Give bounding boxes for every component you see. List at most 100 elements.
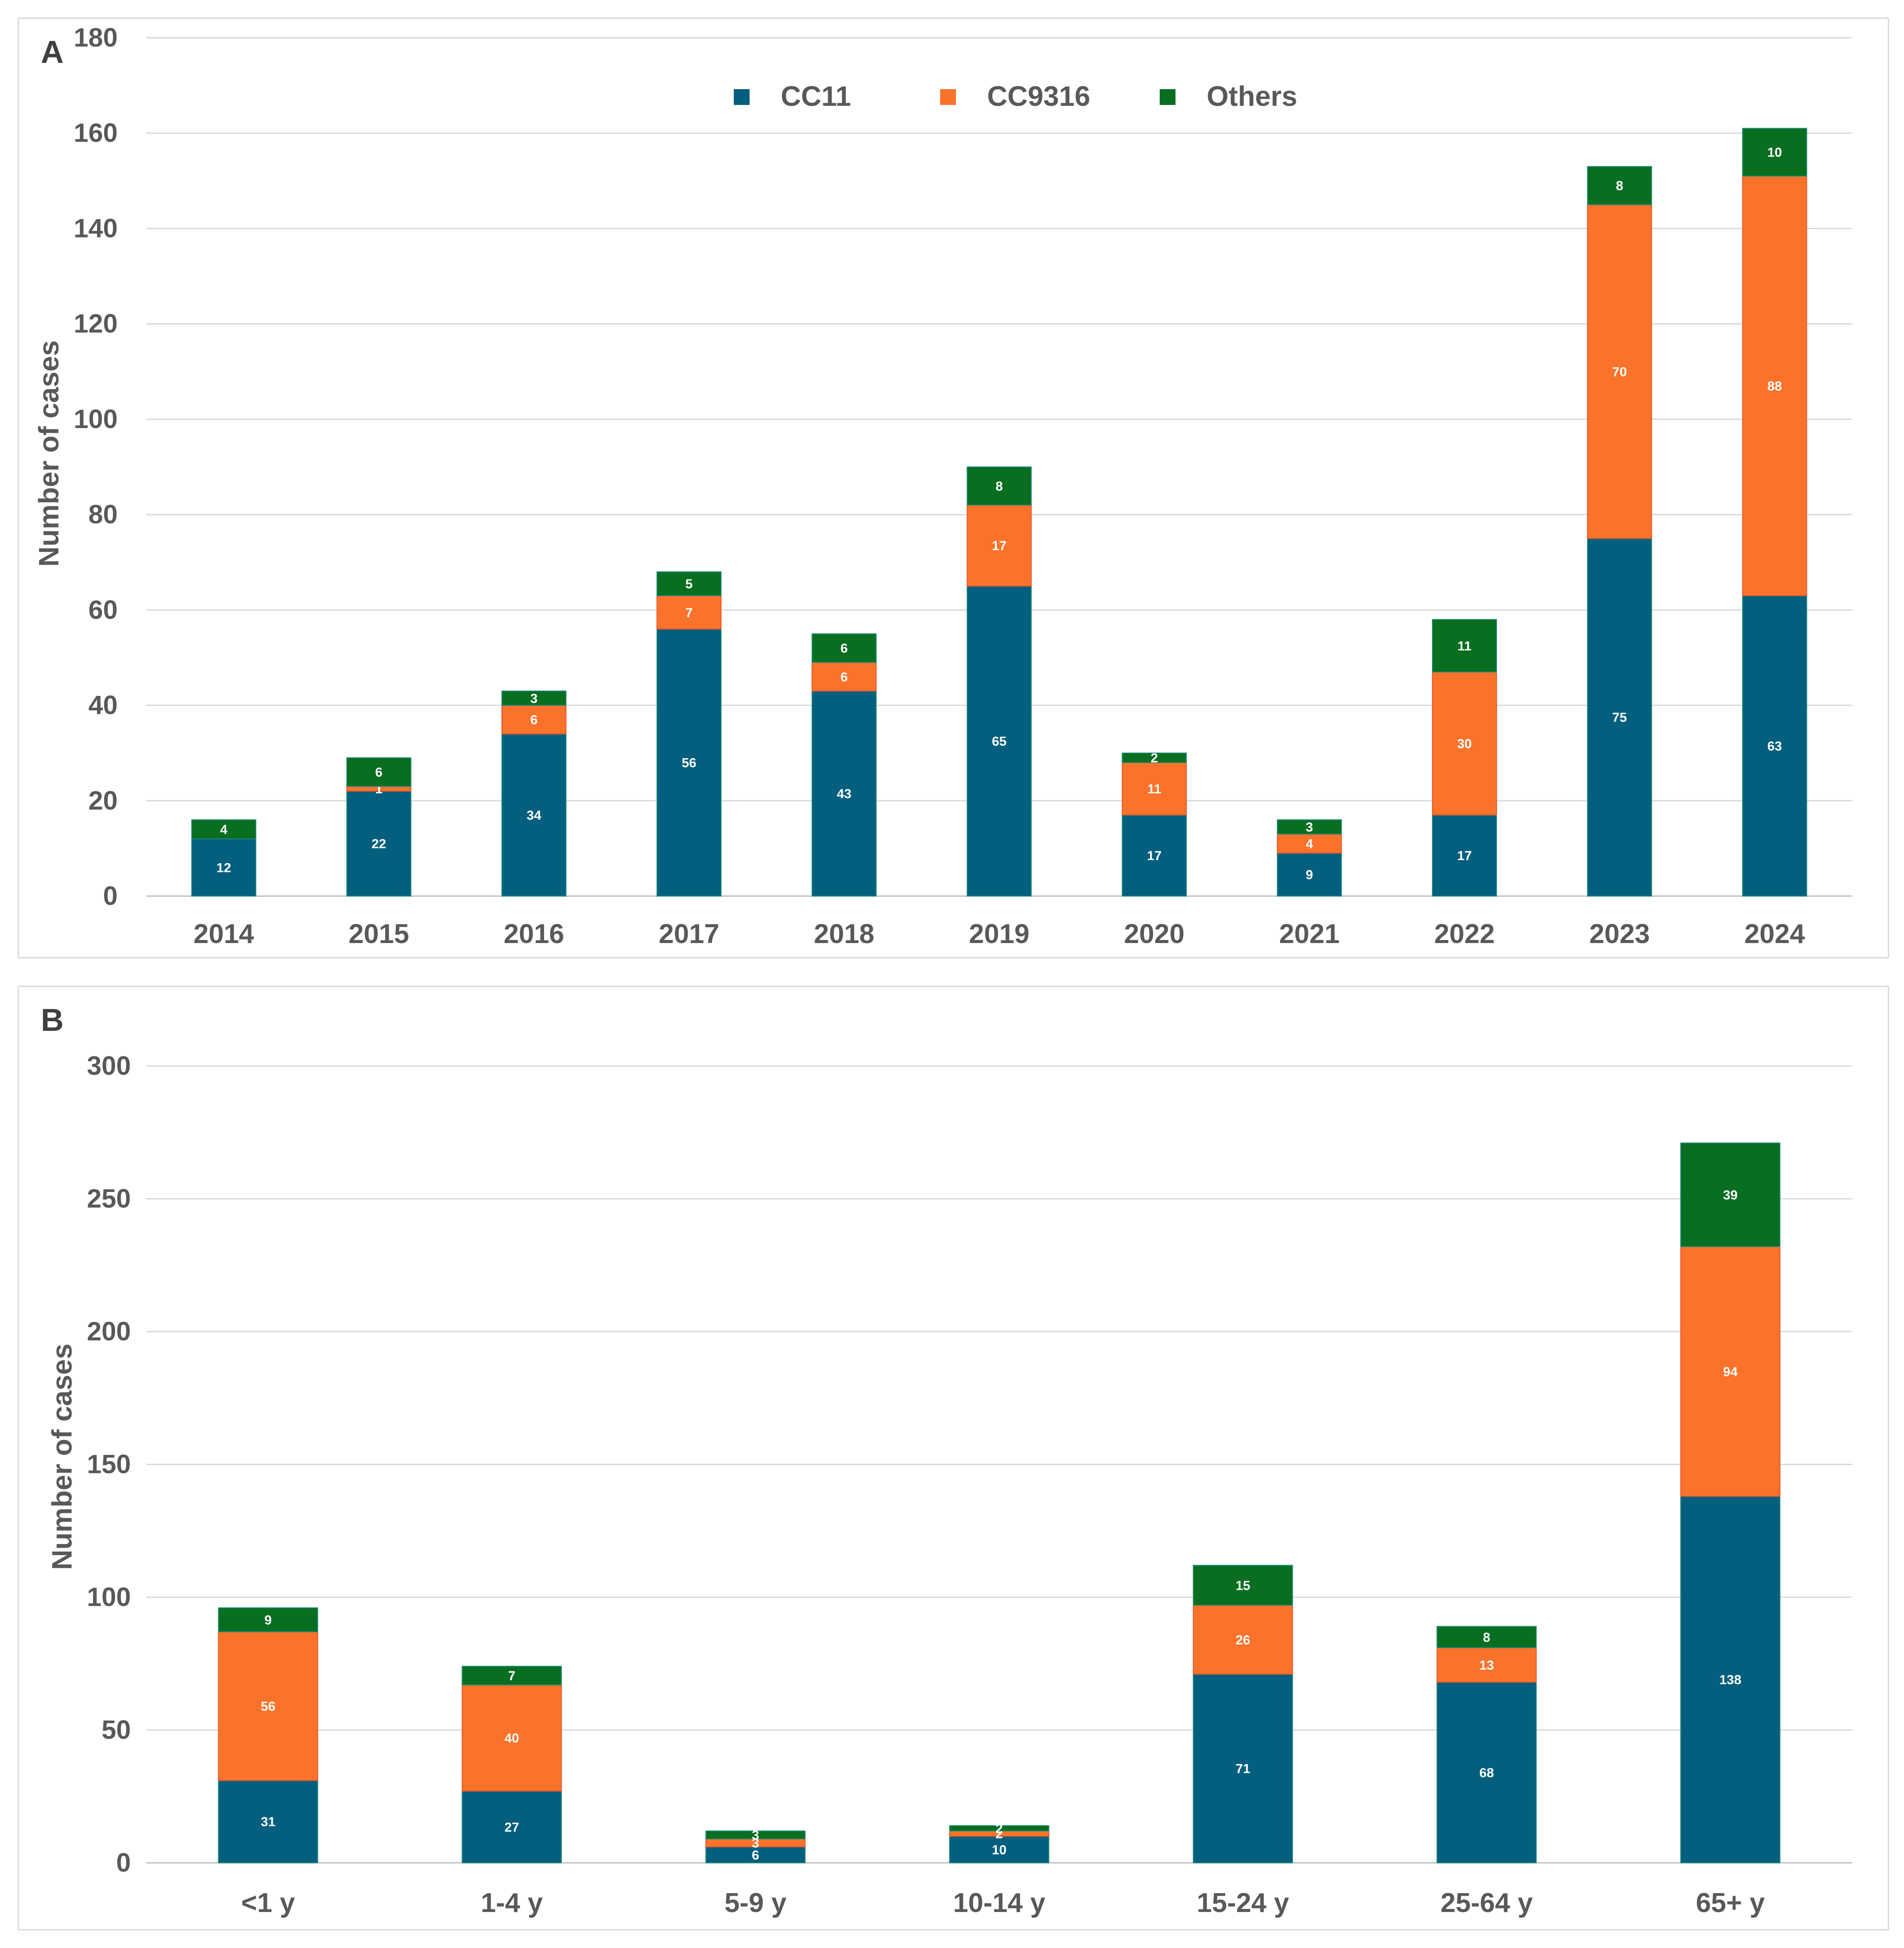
legend-swatch-others [1160, 89, 1176, 105]
bar-others [1277, 819, 1342, 835]
data-label-cc9316: 17 [992, 539, 1006, 553]
bar-cc9316 [966, 504, 1032, 587]
bar-others [1121, 753, 1187, 763]
bar-cc11 [346, 791, 411, 897]
bar-cc9316 [1587, 204, 1652, 539]
data-label-others: 39 [1723, 1188, 1738, 1203]
panel-b: B Number of cases 0 50 100 150 200 250 300 31 5… [18, 986, 1889, 1930]
y-tick-label: 160 [74, 118, 118, 148]
data-label-cc11: 6 [752, 1848, 759, 1862]
data-label-others: 2 [1150, 751, 1158, 766]
data-label-cc11: 43 [837, 787, 851, 801]
data-label-cc9316: 26 [1236, 1633, 1250, 1647]
bar-cc11 [1680, 1496, 1781, 1863]
x-tick-label: 2020 [1124, 919, 1185, 949]
data-label-cc9316: 40 [505, 1731, 519, 1746]
data-label-cc11: 34 [526, 808, 541, 823]
bar-others [462, 1666, 562, 1685]
chart-a: A Number of cases 0 20 40 60 80 100 120 140 160 1… [33, 23, 1852, 949]
x-tick-label: 5-9 y [725, 1888, 787, 1918]
data-label-cc9316: 3 [752, 1836, 759, 1851]
y-tick-label: 60 [88, 595, 118, 624]
x-tick-label: 2019 [969, 919, 1030, 949]
data-label-cc9316: 6 [840, 670, 848, 684]
bar-cc9316 [1680, 1246, 1781, 1497]
bar-cc11 [1193, 1674, 1293, 1863]
bar-cc9316 [462, 1684, 562, 1792]
legend-label-cc9316: CC9316 [987, 80, 1090, 112]
y-tick-label: 80 [88, 500, 118, 529]
legend-label-cc11: CC11 [781, 80, 851, 112]
x-tick-label: 2017 [659, 919, 719, 949]
panel-label-a: A [41, 35, 64, 70]
data-label-cc11: 63 [1767, 739, 1782, 753]
bar-cc9316 [1432, 671, 1497, 816]
x-tick-label: 2024 [1744, 919, 1805, 949]
bar-cc11 [1587, 538, 1652, 897]
data-label-cc11: 31 [261, 1815, 275, 1829]
bar-others [1193, 1565, 1293, 1606]
bar-cc9316 [1121, 762, 1187, 816]
panel-a: A Number of cases 0 20 40 60 80 100 120 140 160 1… [18, 18, 1889, 958]
bar-cc9316 [1277, 833, 1342, 854]
bar-cc11 [656, 628, 722, 897]
data-label-cc11: 56 [682, 756, 696, 770]
bar-others [811, 633, 877, 663]
y-ticks-a: 0 20 40 60 80 100 120 140 160 180 [74, 23, 118, 911]
data-label-others: 3 [530, 691, 538, 706]
x-ticks-b: <1 y 1-4 y 5-9 y 10-14 y 15-24 y 25-64 y 65+ y [241, 1888, 1765, 1918]
data-label-cc9316: 7 [685, 605, 693, 620]
y-tick-label: 140 [74, 213, 118, 243]
data-label-others: 10 [1767, 145, 1782, 160]
x-tick-label: 2015 [349, 919, 409, 949]
y-tick-label: 50 [101, 1715, 131, 1745]
data-label-cc11: 27 [505, 1820, 519, 1835]
y-tick-label: 0 [116, 1848, 131, 1877]
y-tick-label: 150 [87, 1450, 131, 1479]
x-tick-label: 1-4 y [481, 1888, 543, 1918]
data-label-others: 4 [220, 822, 227, 837]
bar-others [1432, 619, 1497, 673]
x-tick-label: 65+ y [1696, 1888, 1765, 1918]
data-label-cc11: 17 [1147, 849, 1161, 863]
data-label-cc11: 9 [1306, 868, 1313, 882]
x-tick-label: 2022 [1434, 919, 1495, 949]
bar-others [218, 1607, 318, 1632]
y-ticks-b: 0 50 100 150 200 250 300 [87, 1051, 131, 1877]
bar-others [949, 1825, 1049, 1832]
bar-others [191, 819, 256, 839]
bar-cc11 [1121, 814, 1187, 897]
bar-cc11 [811, 690, 877, 897]
y-axis-title-a: Number of cases [33, 340, 65, 567]
y-tick-label: 180 [74, 23, 118, 52]
bars-a: 1242216346356754366651781711294317301175… [191, 128, 1807, 897]
bar-others [501, 690, 566, 706]
data-label-others: 8 [1483, 1630, 1490, 1645]
bar-others [1587, 166, 1652, 205]
bar-others [1680, 1142, 1781, 1247]
x-tick-label: 10-14 y [953, 1888, 1046, 1918]
panel-label-b: B [41, 1003, 64, 1038]
x-tick-label: 15-24 y [1197, 1888, 1289, 1918]
data-label-cc11: 17 [1457, 849, 1471, 863]
legend-swatch-cc9316 [940, 89, 956, 105]
data-label-others: 15 [1236, 1578, 1250, 1593]
x-tick-label: 25-64 y [1440, 1888, 1533, 1918]
data-label-cc9316: 94 [1723, 1365, 1738, 1379]
legend-swatch-cc11 [734, 89, 750, 105]
data-label-cc9316: 6 [530, 713, 538, 727]
y-tick-label: 120 [74, 309, 118, 338]
bar-others [705, 1830, 806, 1840]
data-label-cc11: 22 [371, 837, 386, 851]
bar-cc11 [966, 586, 1032, 897]
bar-cc9316 [1436, 1647, 1537, 1683]
x-tick-label: 2014 [194, 919, 254, 949]
x-tick-label: 2023 [1589, 919, 1650, 949]
data-label-others: 6 [840, 641, 848, 656]
bar-others [966, 466, 1032, 506]
bar-cc11 [1436, 1682, 1537, 1863]
data-label-cc11: 10 [992, 1843, 1006, 1857]
data-label-others: 5 [685, 577, 693, 591]
